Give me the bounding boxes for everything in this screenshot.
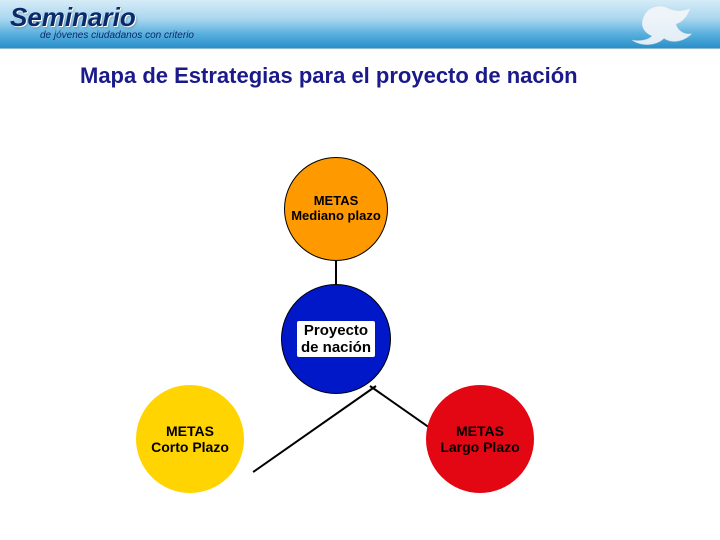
node-right-largo-plazo: METASLargo Plazo bbox=[426, 385, 534, 493]
node-top-label: METASMediano plazo bbox=[285, 194, 387, 224]
node-left-corto-plazo: METASCorto Plazo bbox=[136, 385, 244, 493]
diagram-stage: METASMediano plazo Proyectode nación MET… bbox=[0, 89, 720, 540]
dove-icon bbox=[620, 0, 700, 48]
banner-subtitle: de jóvenes ciudadanos con criterio bbox=[40, 30, 194, 41]
node-left-label: METASCorto Plazo bbox=[145, 423, 235, 455]
node-center-label: Proyectode nación bbox=[297, 321, 375, 358]
edge-center-left bbox=[253, 385, 377, 473]
page-title: Mapa de Estrategias para el proyecto de … bbox=[80, 63, 720, 89]
node-right-label: METASLargo Plazo bbox=[434, 423, 525, 455]
header-banner: Seminario de jóvenes ciudadanos con crit… bbox=[0, 0, 720, 49]
banner-logo-text: Seminario bbox=[10, 2, 136, 33]
node-center-proyecto: Proyectode nación bbox=[281, 284, 391, 394]
node-top-mediano-plazo: METASMediano plazo bbox=[284, 157, 388, 261]
